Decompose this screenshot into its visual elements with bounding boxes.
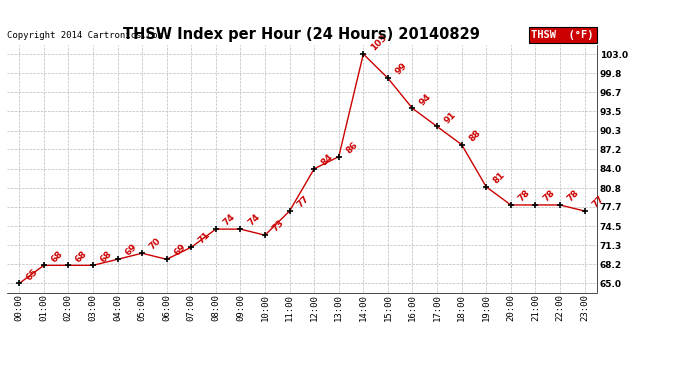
Text: 99: 99 bbox=[393, 62, 409, 77]
Text: 73: 73 bbox=[270, 219, 286, 234]
Text: 77: 77 bbox=[295, 194, 310, 210]
Text: 91: 91 bbox=[442, 110, 458, 125]
Text: 68: 68 bbox=[99, 249, 114, 264]
Text: 70: 70 bbox=[148, 237, 163, 252]
Text: 65: 65 bbox=[25, 267, 40, 282]
Text: 71: 71 bbox=[197, 231, 212, 246]
Text: THSW  (°F): THSW (°F) bbox=[531, 30, 594, 40]
Text: 74: 74 bbox=[221, 212, 237, 228]
Text: 77: 77 bbox=[590, 194, 606, 210]
Text: 78: 78 bbox=[516, 188, 532, 204]
Text: 94: 94 bbox=[418, 92, 433, 107]
Text: 86: 86 bbox=[344, 140, 359, 155]
Title: THSW Index per Hour (24 Hours) 20140829: THSW Index per Hour (24 Hours) 20140829 bbox=[124, 27, 480, 42]
Text: 81: 81 bbox=[492, 170, 507, 186]
Text: 78: 78 bbox=[541, 188, 556, 204]
Text: 68: 68 bbox=[49, 249, 65, 264]
Text: 69: 69 bbox=[172, 243, 188, 258]
Text: 88: 88 bbox=[467, 128, 482, 143]
Text: 74: 74 bbox=[246, 212, 262, 228]
Text: 84: 84 bbox=[319, 152, 335, 167]
Text: 103: 103 bbox=[369, 33, 388, 53]
Text: 69: 69 bbox=[123, 243, 139, 258]
Text: 78: 78 bbox=[566, 188, 581, 204]
Text: Copyright 2014 Cartronics.com: Copyright 2014 Cartronics.com bbox=[7, 31, 163, 40]
Text: 68: 68 bbox=[74, 249, 89, 264]
